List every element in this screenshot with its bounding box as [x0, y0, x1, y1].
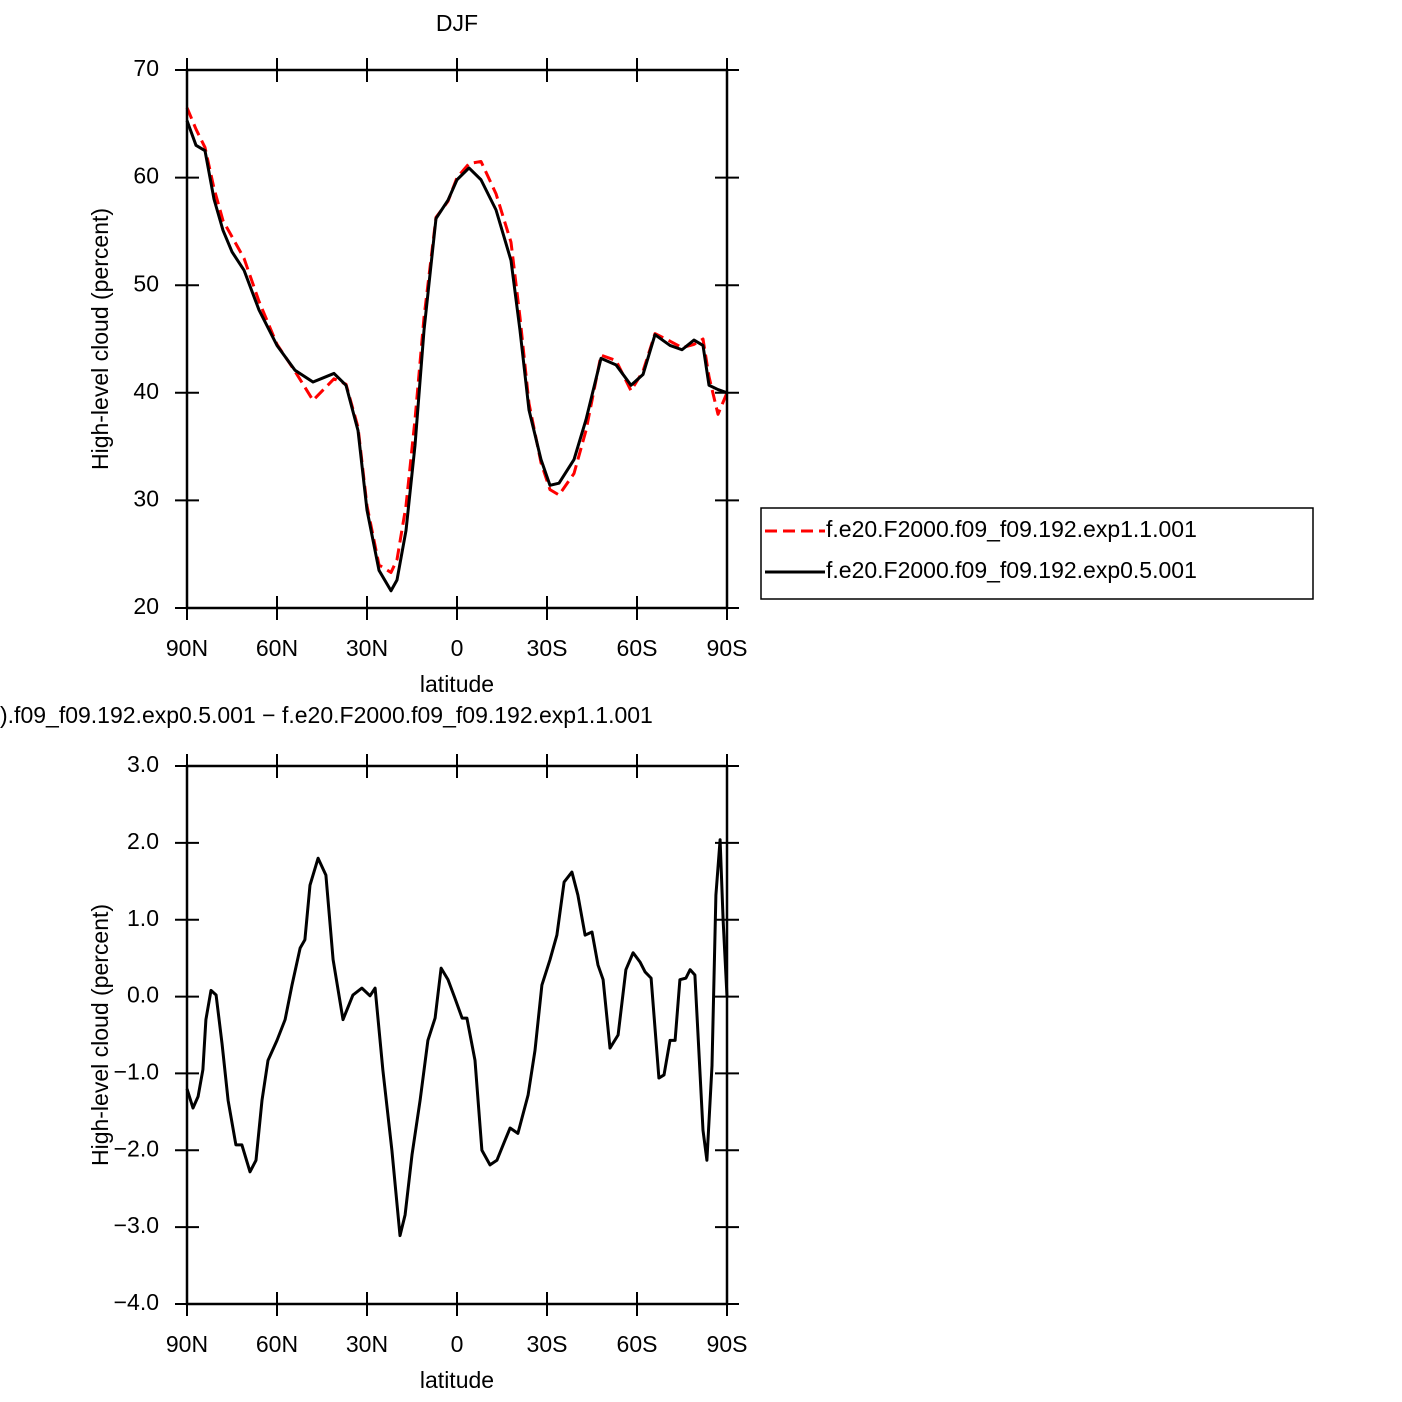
y-tick-label: −4.0	[114, 1289, 159, 1315]
legend-label: f.e20.F2000.f09_f09.192.exp1.1.001	[826, 516, 1197, 542]
data-line	[185, 838, 729, 1238]
data-line	[185, 107, 729, 574]
y-tick-label: 40	[133, 378, 159, 404]
x-tick-label: 30N	[346, 635, 388, 661]
y-tick-label: 0.0	[127, 982, 159, 1008]
x-tick-label: 90N	[166, 635, 208, 661]
x-tick-label: 90S	[707, 1331, 748, 1357]
x-tick-label: 0	[451, 1331, 464, 1357]
legend-label: f.e20.F2000.f09_f09.192.exp0.5.001	[826, 557, 1197, 583]
y-tick-label: 1.0	[127, 905, 159, 931]
plot-frame	[185, 68, 729, 610]
y-tick-label: 70	[133, 55, 159, 81]
y-axis-label: High-level cloud (percent)	[87, 904, 113, 1166]
y-tick-label: 2.0	[127, 828, 159, 854]
y-tick-label: 50	[133, 270, 159, 296]
y-tick-label: 30	[133, 485, 159, 511]
legend-box	[760, 507, 1314, 600]
x-tick-label: 0	[451, 635, 464, 661]
x-tick-label: 60N	[256, 635, 298, 661]
y-tick-label: −3.0	[114, 1212, 159, 1238]
x-tick-label: 60N	[256, 1331, 298, 1357]
plot-frame	[185, 764, 729, 1306]
x-axis-label: latitude	[420, 671, 494, 697]
x-tick-label: 30S	[527, 635, 568, 661]
x-tick-label: 90N	[166, 1331, 208, 1357]
y-tick-label: 3.0	[127, 751, 159, 777]
data-line	[185, 120, 728, 593]
chart-title: DJF	[436, 10, 478, 36]
x-tick-label: 60S	[617, 635, 658, 661]
y-tick-label: −1.0	[114, 1059, 159, 1085]
y-tick-label: 60	[133, 163, 159, 189]
x-tick-label: 90S	[707, 635, 748, 661]
x-tick-label: 30N	[346, 1331, 388, 1357]
y-axis-label: High-level cloud (percent)	[87, 208, 113, 470]
chart-title: ).f09_f09.192.exp0.5.001 − f.e20.F2000.f…	[0, 702, 653, 728]
x-axis-label: latitude	[420, 1367, 494, 1393]
y-tick-label: 20	[133, 593, 159, 619]
x-tick-label: 60S	[617, 1331, 658, 1357]
x-tick-label: 30S	[527, 1331, 568, 1357]
y-tick-label: −2.0	[114, 1135, 159, 1161]
